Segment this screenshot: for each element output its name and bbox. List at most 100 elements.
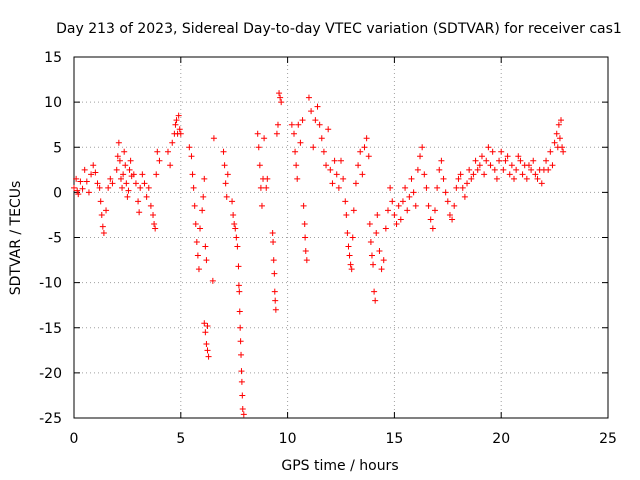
data-point	[312, 117, 319, 124]
data-point	[302, 234, 309, 241]
x-tick-label: 5	[176, 431, 185, 447]
data-point	[489, 148, 496, 155]
data-point	[203, 340, 210, 347]
data-point	[466, 166, 473, 173]
data-point	[406, 193, 413, 200]
data-point	[240, 411, 247, 418]
data-point	[235, 263, 242, 270]
data-point	[83, 178, 90, 185]
data-point	[318, 135, 325, 142]
data-point	[209, 277, 216, 284]
data-point	[205, 353, 212, 360]
data-point	[173, 117, 180, 124]
data-point	[97, 198, 104, 205]
data-point	[498, 148, 505, 155]
data-point	[346, 252, 353, 259]
data-point	[335, 184, 342, 191]
data-point	[77, 178, 84, 185]
data-point	[423, 184, 430, 191]
data-point	[525, 162, 532, 169]
data-point	[556, 135, 563, 142]
data-point	[316, 121, 323, 128]
data-point	[382, 225, 389, 232]
data-point	[135, 198, 142, 205]
data-point	[156, 157, 163, 164]
data-point	[204, 322, 211, 329]
grid-lines	[74, 57, 608, 418]
data-point	[143, 193, 150, 200]
data-point	[237, 324, 244, 331]
data-point	[114, 153, 121, 160]
data-point	[238, 368, 245, 375]
data-point	[391, 211, 398, 218]
data-point	[302, 248, 309, 255]
x-tick-label: 25	[599, 431, 617, 447]
data-point	[367, 239, 374, 246]
y-tick-label: -25	[39, 411, 62, 427]
data-point	[139, 171, 146, 178]
data-point	[100, 229, 107, 236]
data-point	[90, 162, 97, 169]
data-point	[271, 270, 278, 277]
data-point	[201, 320, 208, 327]
data-point	[236, 308, 243, 315]
y-tick-label: 15	[44, 50, 62, 66]
data-point	[193, 239, 200, 246]
data-point	[468, 175, 475, 182]
data-point	[545, 166, 552, 173]
data-point	[222, 180, 229, 187]
data-point	[127, 157, 134, 164]
data-point	[325, 126, 332, 133]
data-point	[121, 148, 128, 155]
data-point	[366, 220, 373, 227]
data-point	[137, 184, 144, 191]
data-point	[560, 148, 567, 155]
data-point	[236, 288, 243, 295]
data-point	[342, 198, 349, 205]
data-point	[478, 153, 485, 160]
data-point	[519, 171, 526, 178]
y-tick-label: -5	[48, 231, 62, 247]
data-point	[151, 220, 158, 227]
data-point	[417, 153, 424, 160]
data-point	[201, 175, 208, 182]
data-point	[436, 166, 443, 173]
data-point	[130, 171, 137, 178]
data-point	[79, 185, 86, 192]
data-point	[204, 347, 211, 354]
data-point	[123, 180, 130, 187]
data-point	[347, 261, 354, 268]
data-point	[119, 184, 126, 191]
data-point	[431, 207, 438, 214]
data-point	[559, 144, 566, 151]
data-point	[308, 108, 315, 115]
data-point	[474, 166, 481, 173]
y-tick-label: -20	[39, 366, 62, 382]
data-point	[291, 130, 298, 137]
data-point	[107, 175, 114, 182]
data-point	[116, 157, 123, 164]
data-point	[172, 121, 179, 128]
data-point	[188, 153, 195, 160]
data-point	[232, 225, 239, 232]
data-point	[504, 153, 511, 160]
data-point	[254, 130, 261, 137]
data-point	[425, 202, 432, 209]
data-point	[348, 266, 355, 273]
data-point	[136, 209, 143, 216]
data-point	[197, 225, 204, 232]
data-point	[94, 180, 101, 187]
data-point	[376, 248, 383, 255]
data-point	[361, 144, 368, 151]
data-point	[558, 117, 565, 124]
x-tick-label: 15	[385, 431, 403, 447]
data-point	[438, 157, 445, 164]
data-point	[404, 207, 411, 214]
data-point	[277, 94, 284, 101]
data-point	[427, 216, 434, 223]
axis-ticks	[73, 56, 609, 419]
data-point	[153, 171, 160, 178]
data-point	[295, 121, 302, 128]
data-point	[122, 162, 129, 169]
data-point	[472, 157, 479, 164]
